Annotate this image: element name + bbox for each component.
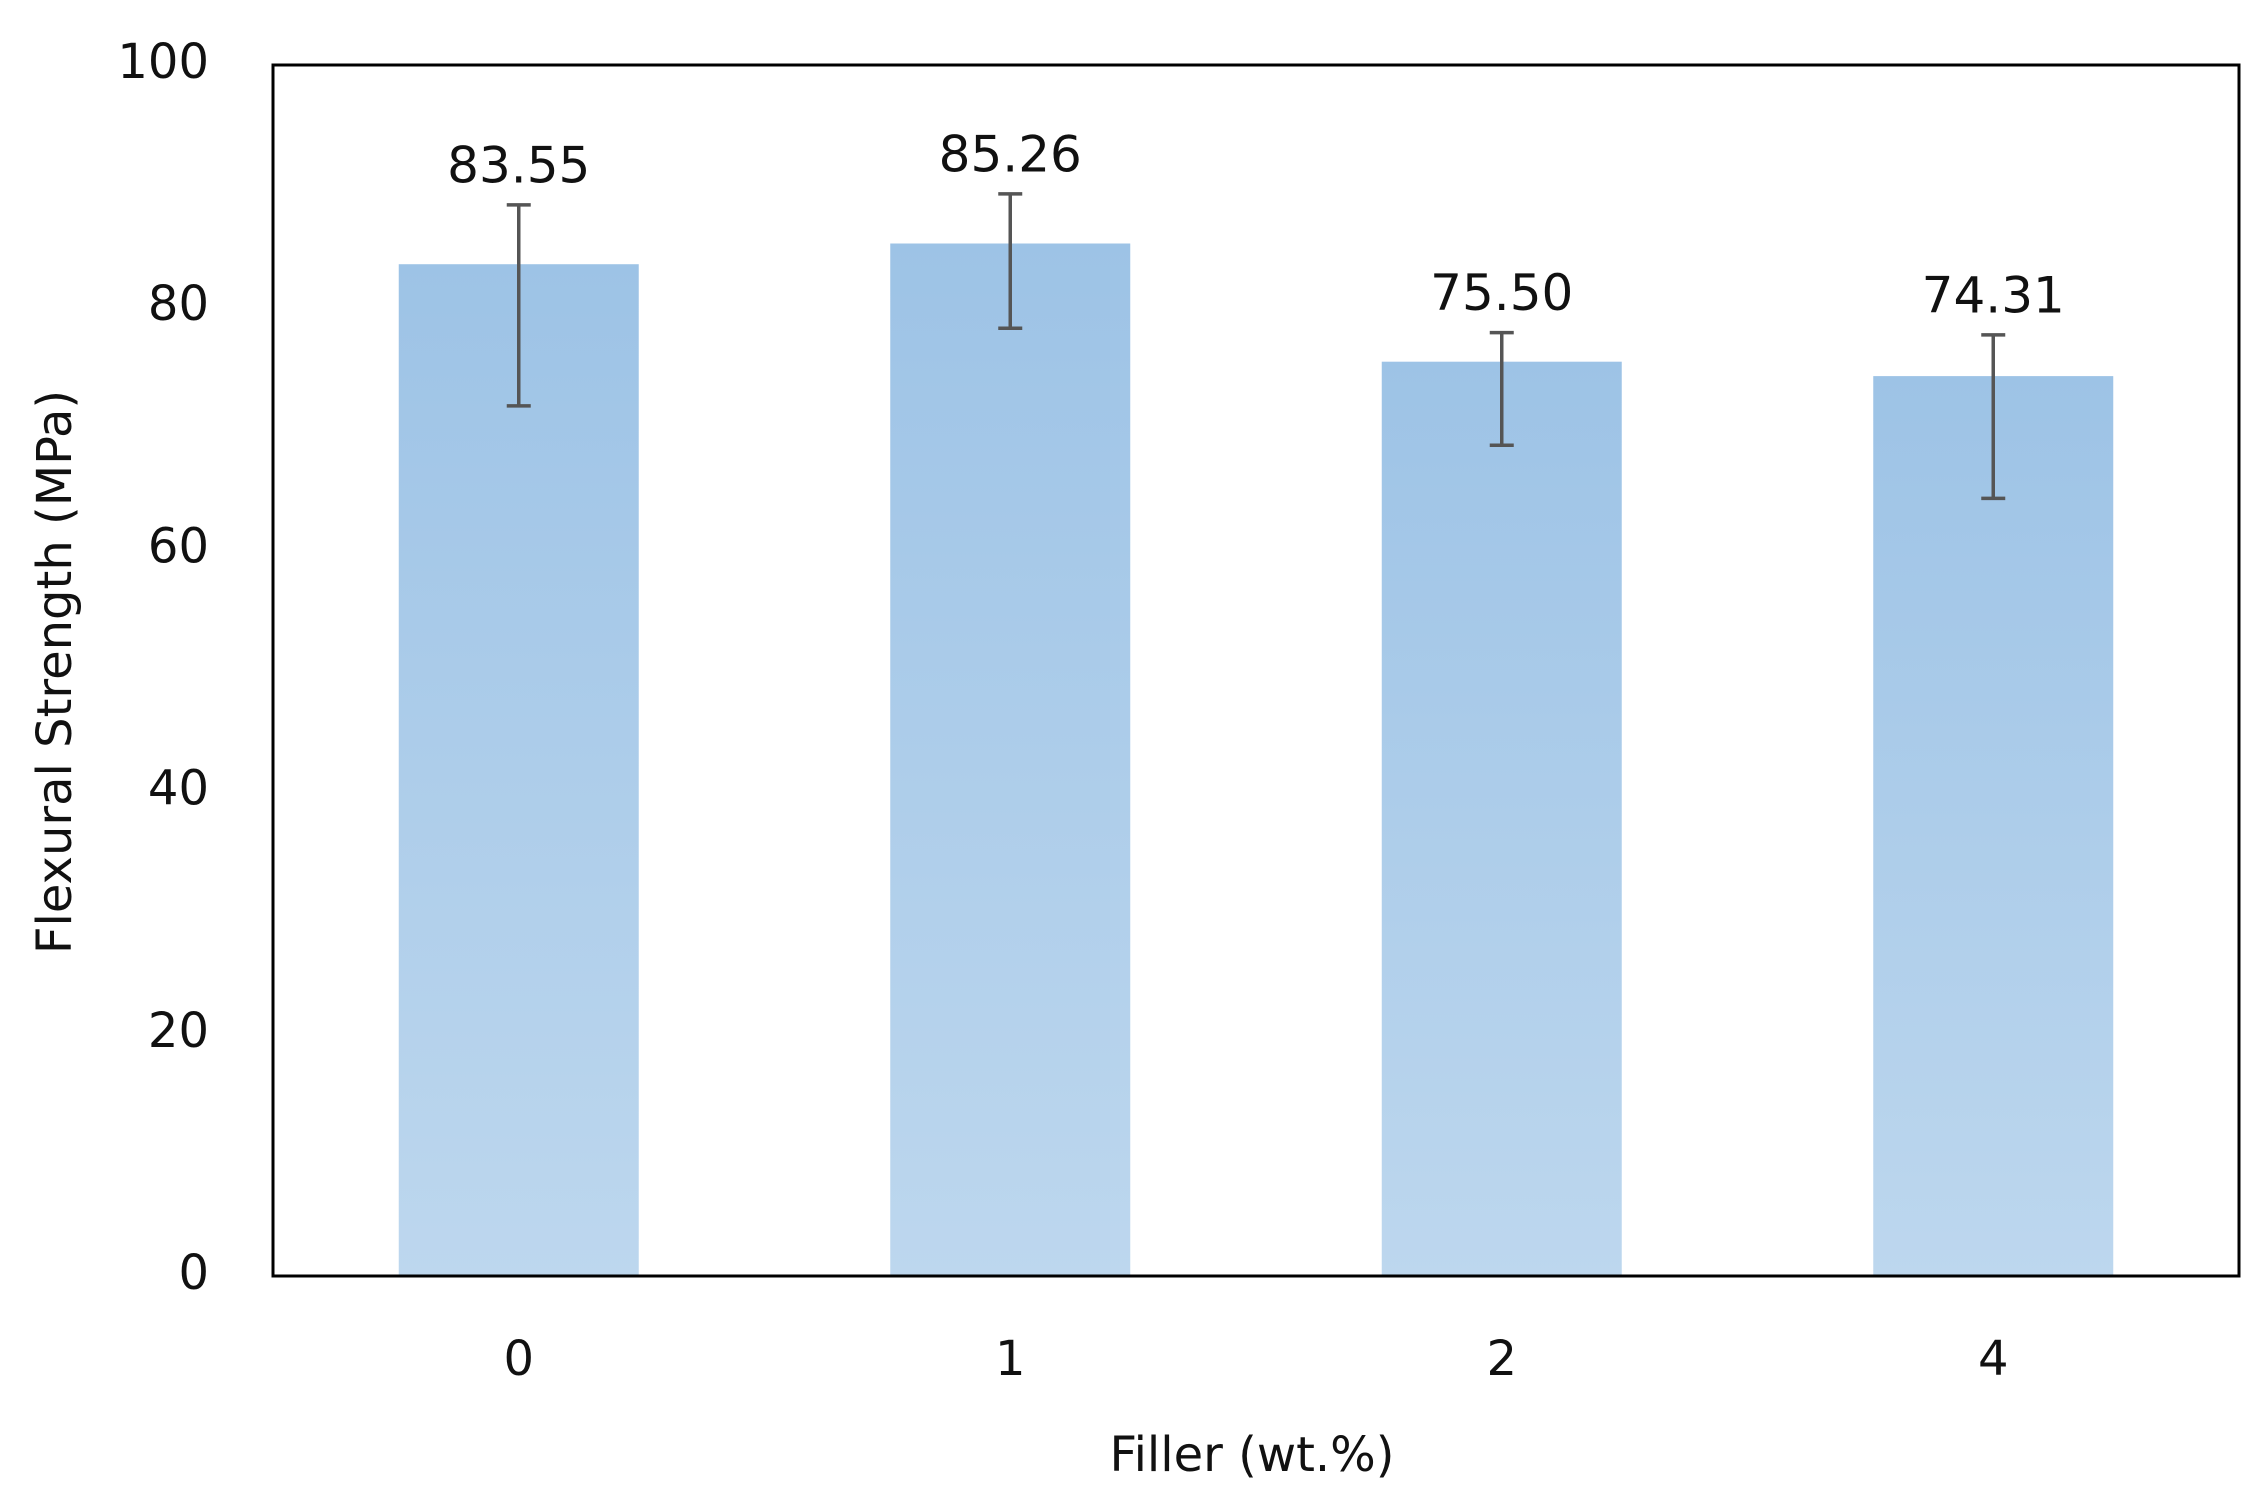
error-bar <box>1981 333 2006 501</box>
bar <box>1873 376 2114 1276</box>
x-tick-label: 1 <box>995 1331 1026 1387</box>
x-axis-title: Filler (wt.%) <box>1109 1427 1394 1483</box>
value-label: 83.55 <box>447 136 590 194</box>
x-tick-label: 2 <box>1486 1331 1517 1387</box>
y-tick-label: 80 <box>148 276 209 332</box>
bar <box>1381 361 1622 1276</box>
y-tick-label: 40 <box>148 761 209 817</box>
value-label: 75.50 <box>1430 264 1573 322</box>
error-bar <box>506 203 531 408</box>
y-tick-label: 60 <box>148 518 209 574</box>
value-label: 85.26 <box>939 125 1082 183</box>
error-bar <box>998 192 1023 331</box>
bar <box>398 264 639 1277</box>
error-bar <box>1489 330 1514 448</box>
value-label: 74.31 <box>1922 266 2065 324</box>
plot-frame <box>271 63 2241 1278</box>
y-tick-label: 20 <box>148 1003 209 1059</box>
x-tick-label: 0 <box>503 1331 534 1387</box>
y-tick-label: 100 <box>117 34 209 90</box>
bar <box>890 243 1131 1276</box>
x-tick-label: 4 <box>1978 1331 2009 1387</box>
y-tick-label: 0 <box>178 1245 209 1301</box>
y-axis-title: Flexural Strength (MPa) <box>27 390 83 954</box>
